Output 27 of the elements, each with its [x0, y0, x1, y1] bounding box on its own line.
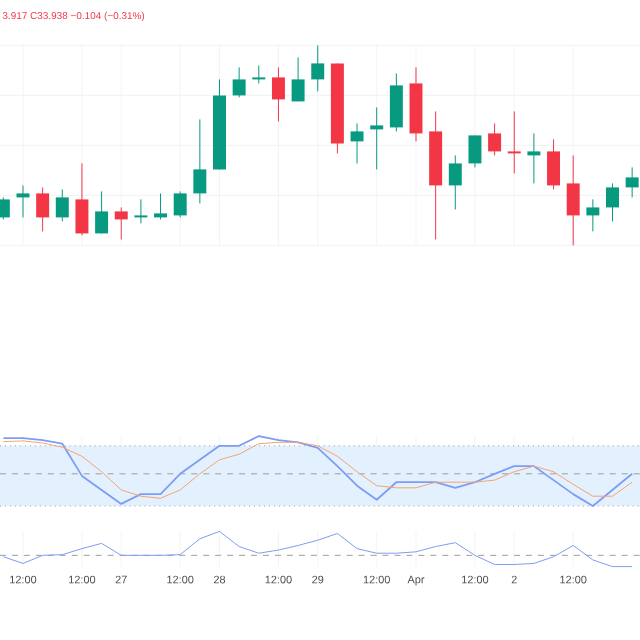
- candlestick: [448, 154, 462, 210]
- candlestick: [547, 138, 561, 190]
- candlestick: [311, 44, 325, 92]
- candlestick: [173, 190, 187, 218]
- candlestick: [55, 188, 69, 222]
- candlestick: [16, 184, 30, 218]
- candlestick: [154, 192, 168, 220]
- candlestick: [507, 110, 521, 174]
- candlestick: [586, 198, 600, 232]
- candlestick: [468, 134, 482, 168]
- candlestick: [389, 72, 403, 132]
- candlestick: [114, 206, 128, 240]
- candlestick: [271, 66, 285, 122]
- candlestick: [291, 56, 305, 102]
- candlestick: [75, 162, 89, 236]
- candlestick: [193, 118, 207, 204]
- candlestick: [95, 190, 109, 234]
- candlestick: [625, 166, 639, 198]
- candlestick: [350, 122, 364, 164]
- candlestick: [36, 186, 50, 232]
- candlestick: [527, 132, 541, 184]
- candlestick: [606, 182, 619, 222]
- candlestick: [370, 106, 384, 170]
- candlestick: [232, 66, 246, 98]
- candlestick: [566, 154, 580, 246]
- candlestick: [134, 198, 148, 224]
- candlestick: [488, 122, 502, 156]
